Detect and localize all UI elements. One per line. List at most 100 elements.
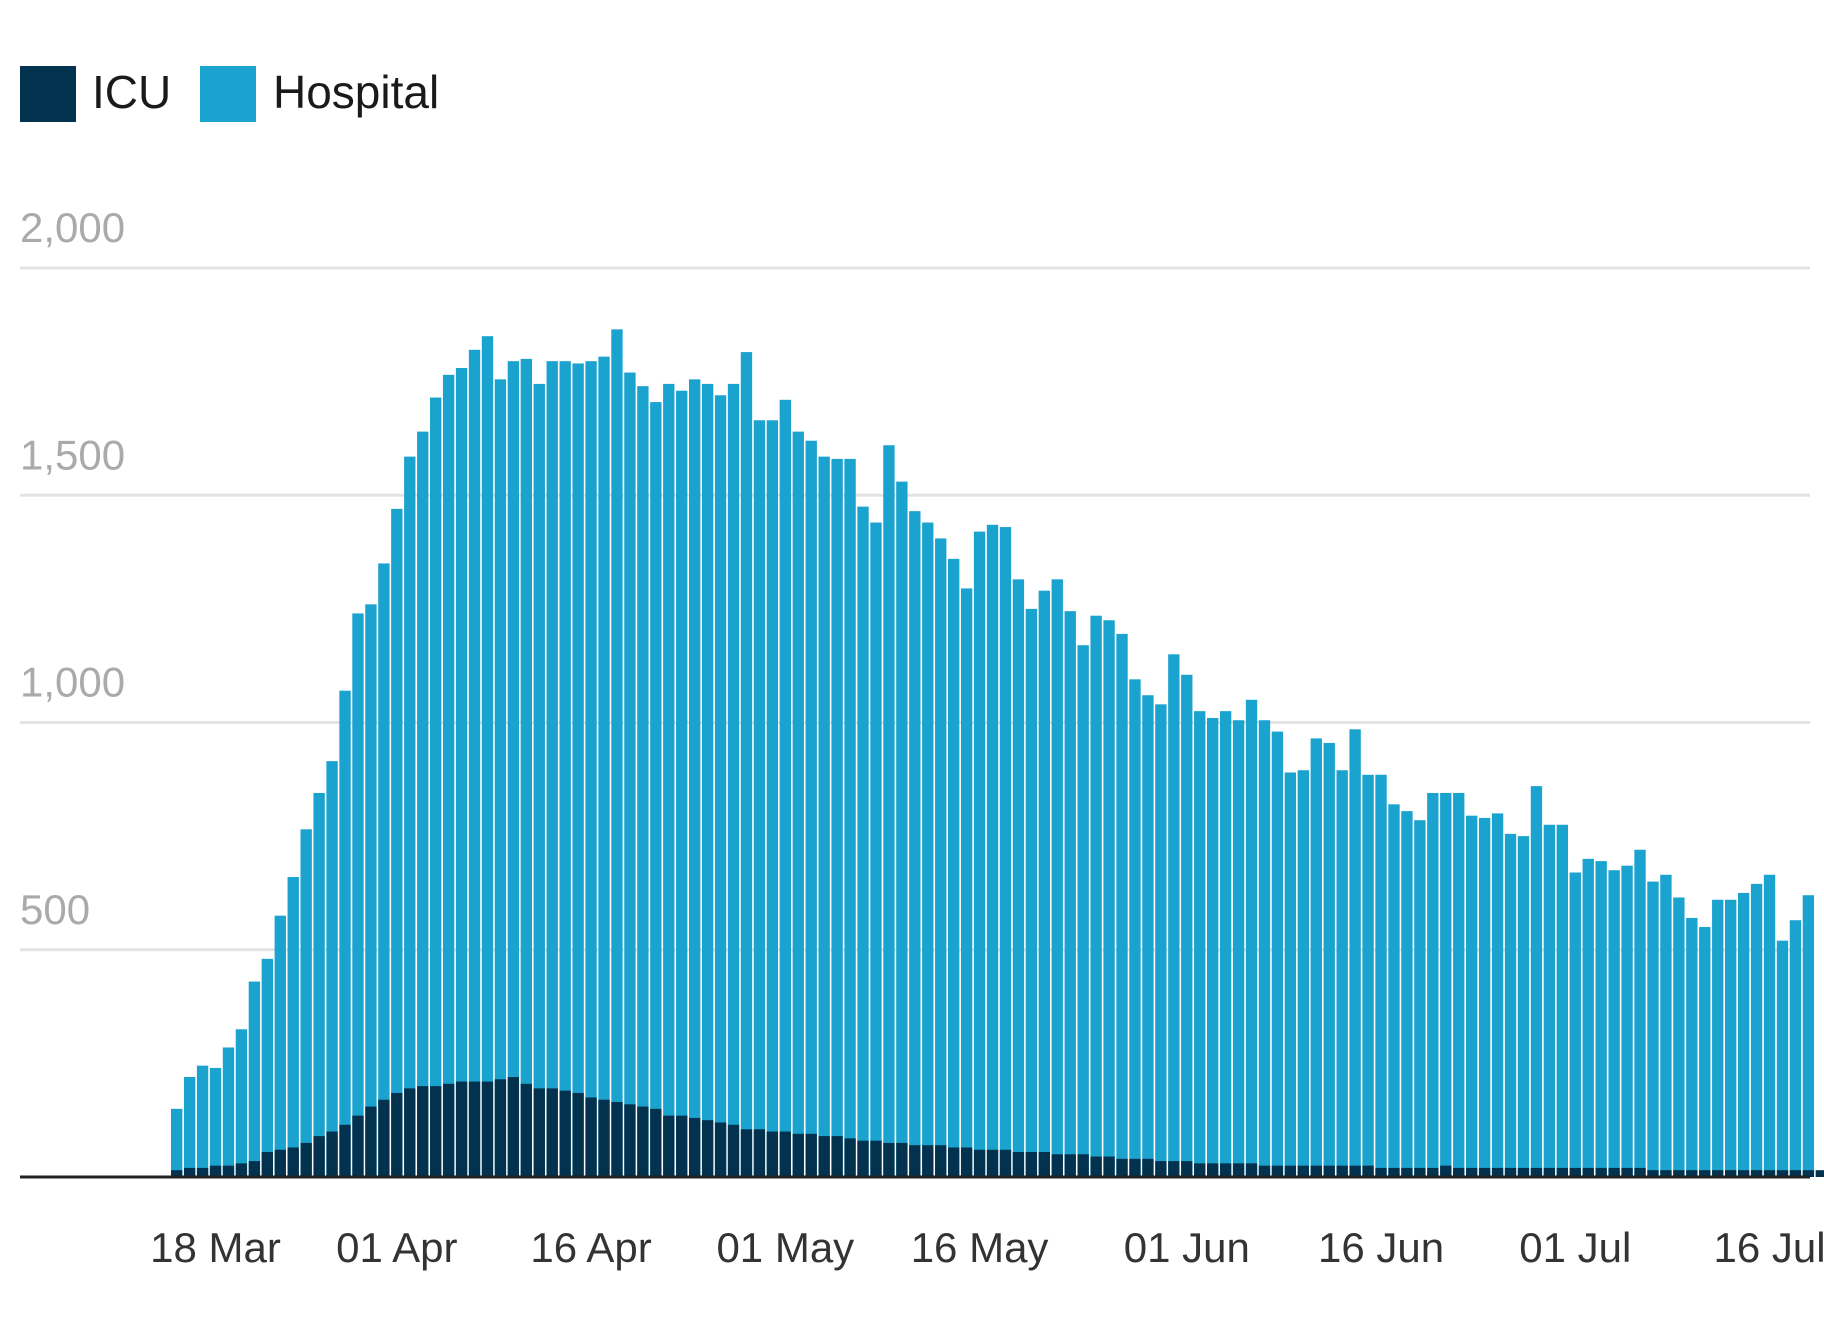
icu-bars	[171, 1077, 1824, 1177]
hospital-bar	[1207, 717, 1219, 1177]
icu-bar	[896, 1142, 908, 1177]
hospital-bar	[1543, 824, 1556, 1177]
x-tick-label: 16 Apr	[530, 1224, 651, 1271]
hospital-bar	[572, 363, 584, 1177]
icu-bar	[378, 1099, 390, 1177]
hospital-bar	[1453, 792, 1465, 1177]
legend-item-icu[interactable]: ICU	[20, 66, 171, 122]
hospital-bar	[1582, 858, 1594, 1177]
icu-bar	[1142, 1158, 1154, 1177]
hospital-bar	[1038, 590, 1050, 1177]
icu-bar	[611, 1102, 623, 1177]
icu-bar	[1491, 1167, 1504, 1177]
hospital-bar	[999, 527, 1012, 1177]
icu-bar	[313, 1136, 325, 1177]
icu-bar	[740, 1129, 753, 1177]
hospital-bar	[1634, 849, 1646, 1177]
hospital-bar	[209, 1067, 222, 1177]
icu-bar	[1219, 1163, 1232, 1177]
icu-bar	[1815, 1170, 1824, 1177]
hospital-bar	[1427, 792, 1439, 1177]
hospital-bar	[973, 531, 986, 1177]
hospital-bar	[546, 361, 558, 1177]
icu-bar	[1647, 1170, 1659, 1177]
icu-bar	[222, 1165, 235, 1177]
icu-bar	[1660, 1170, 1672, 1177]
hospital-bar	[598, 356, 610, 1177]
icu-bar	[1440, 1165, 1452, 1177]
icu-bar	[973, 1149, 986, 1177]
hospital-bar	[559, 361, 571, 1177]
hospital-bar	[805, 440, 817, 1178]
icu-bar	[1621, 1167, 1633, 1177]
icu-bar	[1245, 1163, 1258, 1177]
hospital-bar	[300, 829, 312, 1177]
icu-bar	[391, 1092, 403, 1177]
icu-bar	[1517, 1167, 1530, 1177]
icu-bar	[1310, 1165, 1322, 1177]
icu-bar	[352, 1115, 364, 1177]
icu-bar	[1737, 1170, 1750, 1177]
y-tick-label-1500: 1,500	[20, 431, 125, 478]
icu-bar	[960, 1147, 973, 1177]
icu-bar	[546, 1088, 558, 1177]
icu-bar	[676, 1115, 688, 1177]
icu-bar	[1556, 1167, 1568, 1177]
icu-bar	[1375, 1167, 1387, 1177]
icu-bar	[766, 1131, 779, 1177]
hospital-bar	[1673, 897, 1685, 1177]
hospital-bar	[235, 1029, 248, 1177]
hospital-bar	[1504, 833, 1517, 1177]
icu-bar	[430, 1086, 442, 1177]
icu-bar	[805, 1133, 817, 1177]
legend-label-icu: ICU	[92, 66, 171, 118]
hospital-bar	[1556, 824, 1568, 1177]
hospital-bar	[326, 761, 338, 1177]
x-tick-label: 16 Jul	[1713, 1224, 1824, 1271]
icu-bar	[1116, 1158, 1128, 1177]
hospital-bar	[183, 1077, 196, 1177]
icu-bar	[171, 1170, 183, 1177]
hospital-bar	[1051, 579, 1063, 1177]
icu-bar	[287, 1147, 299, 1177]
icu-bar	[1271, 1165, 1284, 1177]
hospital-bar	[533, 383, 545, 1178]
icu-bar	[1038, 1152, 1050, 1177]
icu-bar	[1504, 1167, 1517, 1177]
hospital-bar	[753, 420, 766, 1177]
hospital-bar	[339, 690, 351, 1177]
hospital-bar	[922, 522, 934, 1177]
icu-bar	[1284, 1165, 1297, 1177]
x-tick-label: 16 Jun	[1318, 1224, 1444, 1271]
icu-bar	[183, 1167, 196, 1177]
icu-bar	[844, 1138, 856, 1177]
icu-bar	[1673, 1170, 1685, 1177]
hospital-bar	[1232, 720, 1245, 1177]
hospital-bar	[1686, 917, 1698, 1177]
icu-bar	[624, 1104, 636, 1177]
icu-bar	[831, 1136, 843, 1177]
hospital-bar	[766, 420, 779, 1177]
icu-bar	[494, 1079, 507, 1177]
hospital-bar	[222, 1047, 235, 1177]
hospital-bar	[1142, 695, 1154, 1177]
icu-bar	[417, 1086, 429, 1177]
icu-bar	[948, 1147, 960, 1177]
hospital-bar	[1595, 861, 1607, 1177]
hospital-bar	[313, 792, 325, 1177]
icu-bar	[442, 1083, 455, 1177]
icu-bar	[922, 1145, 934, 1177]
hospital-bar	[1012, 579, 1025, 1177]
icu-bar	[1181, 1161, 1193, 1177]
hospital-bar	[455, 367, 468, 1177]
y-tick-label-2000: 2,000	[20, 204, 125, 251]
icu-bar	[468, 1081, 481, 1177]
hospital-bar	[637, 386, 649, 1177]
icu-bar	[1323, 1165, 1335, 1177]
hospital-bar	[404, 456, 416, 1177]
icu-bar	[1712, 1170, 1724, 1177]
hospital-bar	[1750, 883, 1763, 1177]
icu-bar	[559, 1090, 571, 1177]
hospital-bar	[1090, 615, 1102, 1177]
legend-item-hospital[interactable]: Hospital	[200, 66, 439, 122]
